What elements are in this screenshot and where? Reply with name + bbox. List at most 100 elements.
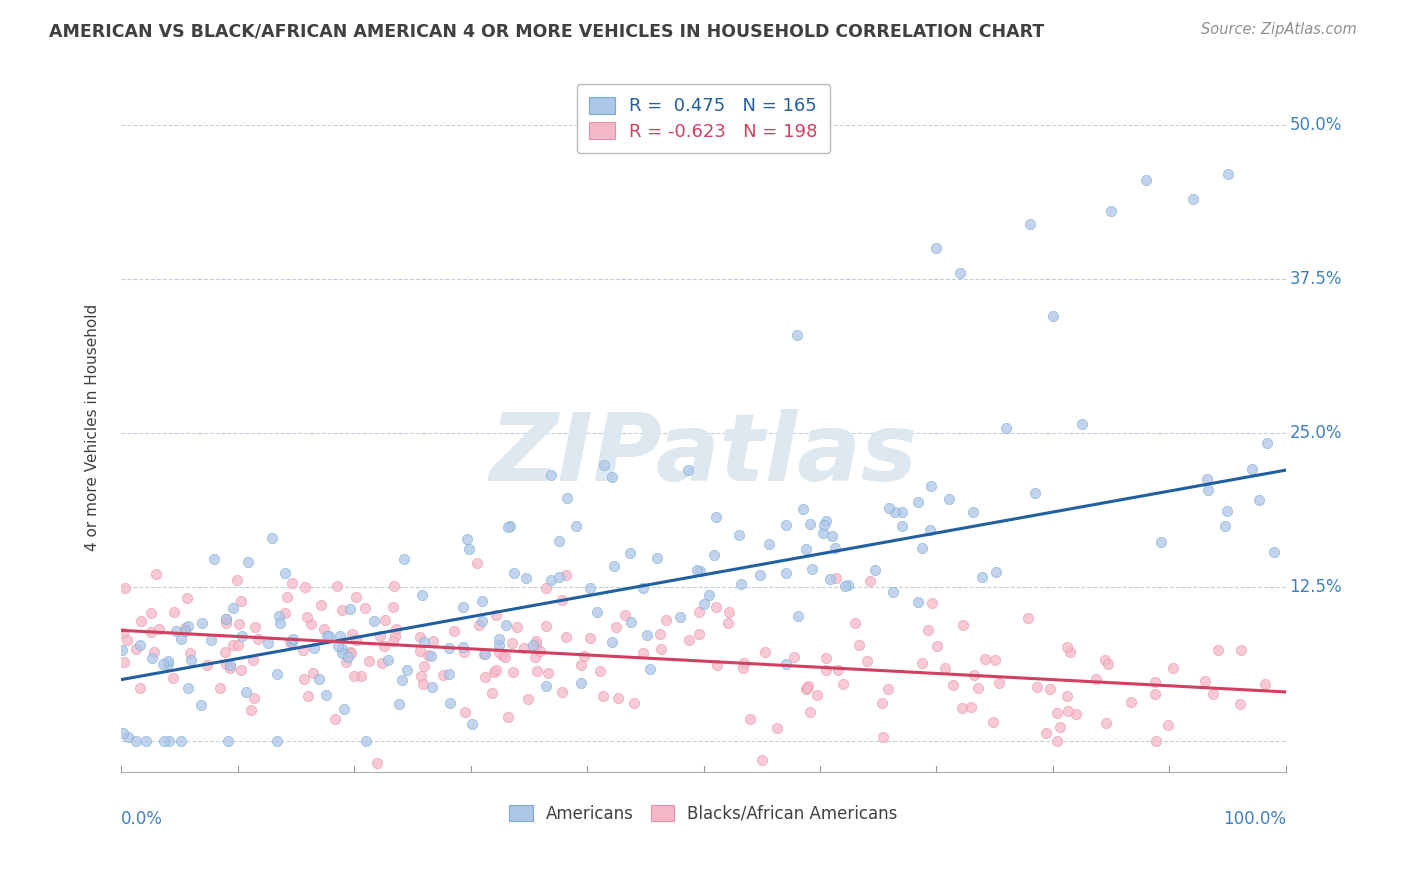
Point [412,635,434,649]
Point [354,734,377,748]
Point [1042,309,1064,323]
Point [269,615,291,630]
Point [848,638,870,652]
Point [1056,640,1078,654]
Point [555,491,578,505]
Point [409,669,432,683]
Point [326,639,349,653]
Point [551,592,574,607]
Point [825,571,848,585]
Point [461,717,484,731]
Point [579,631,602,645]
Point [353,600,375,615]
Point [346,633,368,648]
Point [482,665,505,680]
Text: Source: ZipAtlas.com: Source: ZipAtlas.com [1201,22,1357,37]
Point [540,573,562,587]
Point [1230,642,1253,657]
Point [554,631,576,645]
Point [350,669,373,683]
Point [537,665,560,680]
Point [1161,660,1184,674]
Point [1035,726,1057,740]
Point [1039,681,1062,696]
Point [981,715,1004,730]
Point [815,651,838,665]
Point [824,541,846,555]
Point [156,657,179,672]
Point [496,710,519,724]
Point [382,579,405,593]
Point [339,602,361,616]
Point [266,734,288,748]
Point [330,641,353,656]
Point [813,518,835,533]
Point [294,581,316,595]
Point [884,505,907,519]
Point [368,629,391,643]
Legend: Americans, Blacks/African Americans: Americans, Blacks/African Americans [499,795,908,833]
Point [215,616,238,631]
Point [592,689,614,703]
Point [330,603,353,617]
Point [439,667,461,681]
Point [1119,695,1142,709]
Point [787,609,810,624]
Point [821,529,844,543]
Point [806,689,828,703]
Point [984,565,1007,579]
Point [758,537,780,551]
Point [655,613,678,627]
Point [994,421,1017,435]
Point [730,577,752,591]
Point [1066,707,1088,722]
Point [112,655,135,669]
Point [876,681,898,696]
Point [174,624,197,638]
Point [222,600,245,615]
Point [890,519,912,533]
Point [733,656,755,670]
Point [818,572,841,586]
Point [381,599,404,614]
Point [962,668,984,682]
Point [960,700,983,714]
Point [502,665,524,679]
Point [152,734,174,748]
Point [799,705,821,719]
Point [1181,192,1204,206]
Point [494,650,516,665]
Point [457,542,479,557]
Point [636,628,658,642]
Point [1018,217,1040,231]
Point [357,654,380,668]
Point [422,680,444,694]
Point [115,633,138,648]
Point [111,726,134,740]
Point [783,649,806,664]
Point [384,629,406,643]
Point [1216,503,1239,517]
Point [382,634,405,648]
Point [623,696,645,710]
Point [526,665,548,679]
Point [240,703,263,717]
Point [775,517,797,532]
Point [1263,545,1285,559]
Point [970,570,993,584]
Point [371,656,394,670]
Point [471,614,494,628]
Point [697,589,720,603]
Point [1194,674,1216,689]
Point [228,638,250,652]
Point [465,556,488,570]
Point [911,657,934,671]
Point [688,627,710,641]
Point [921,596,943,610]
Point [967,681,990,695]
Point [925,241,948,255]
Point [422,633,444,648]
Point [952,617,974,632]
Point [215,612,238,626]
Point [920,523,942,537]
